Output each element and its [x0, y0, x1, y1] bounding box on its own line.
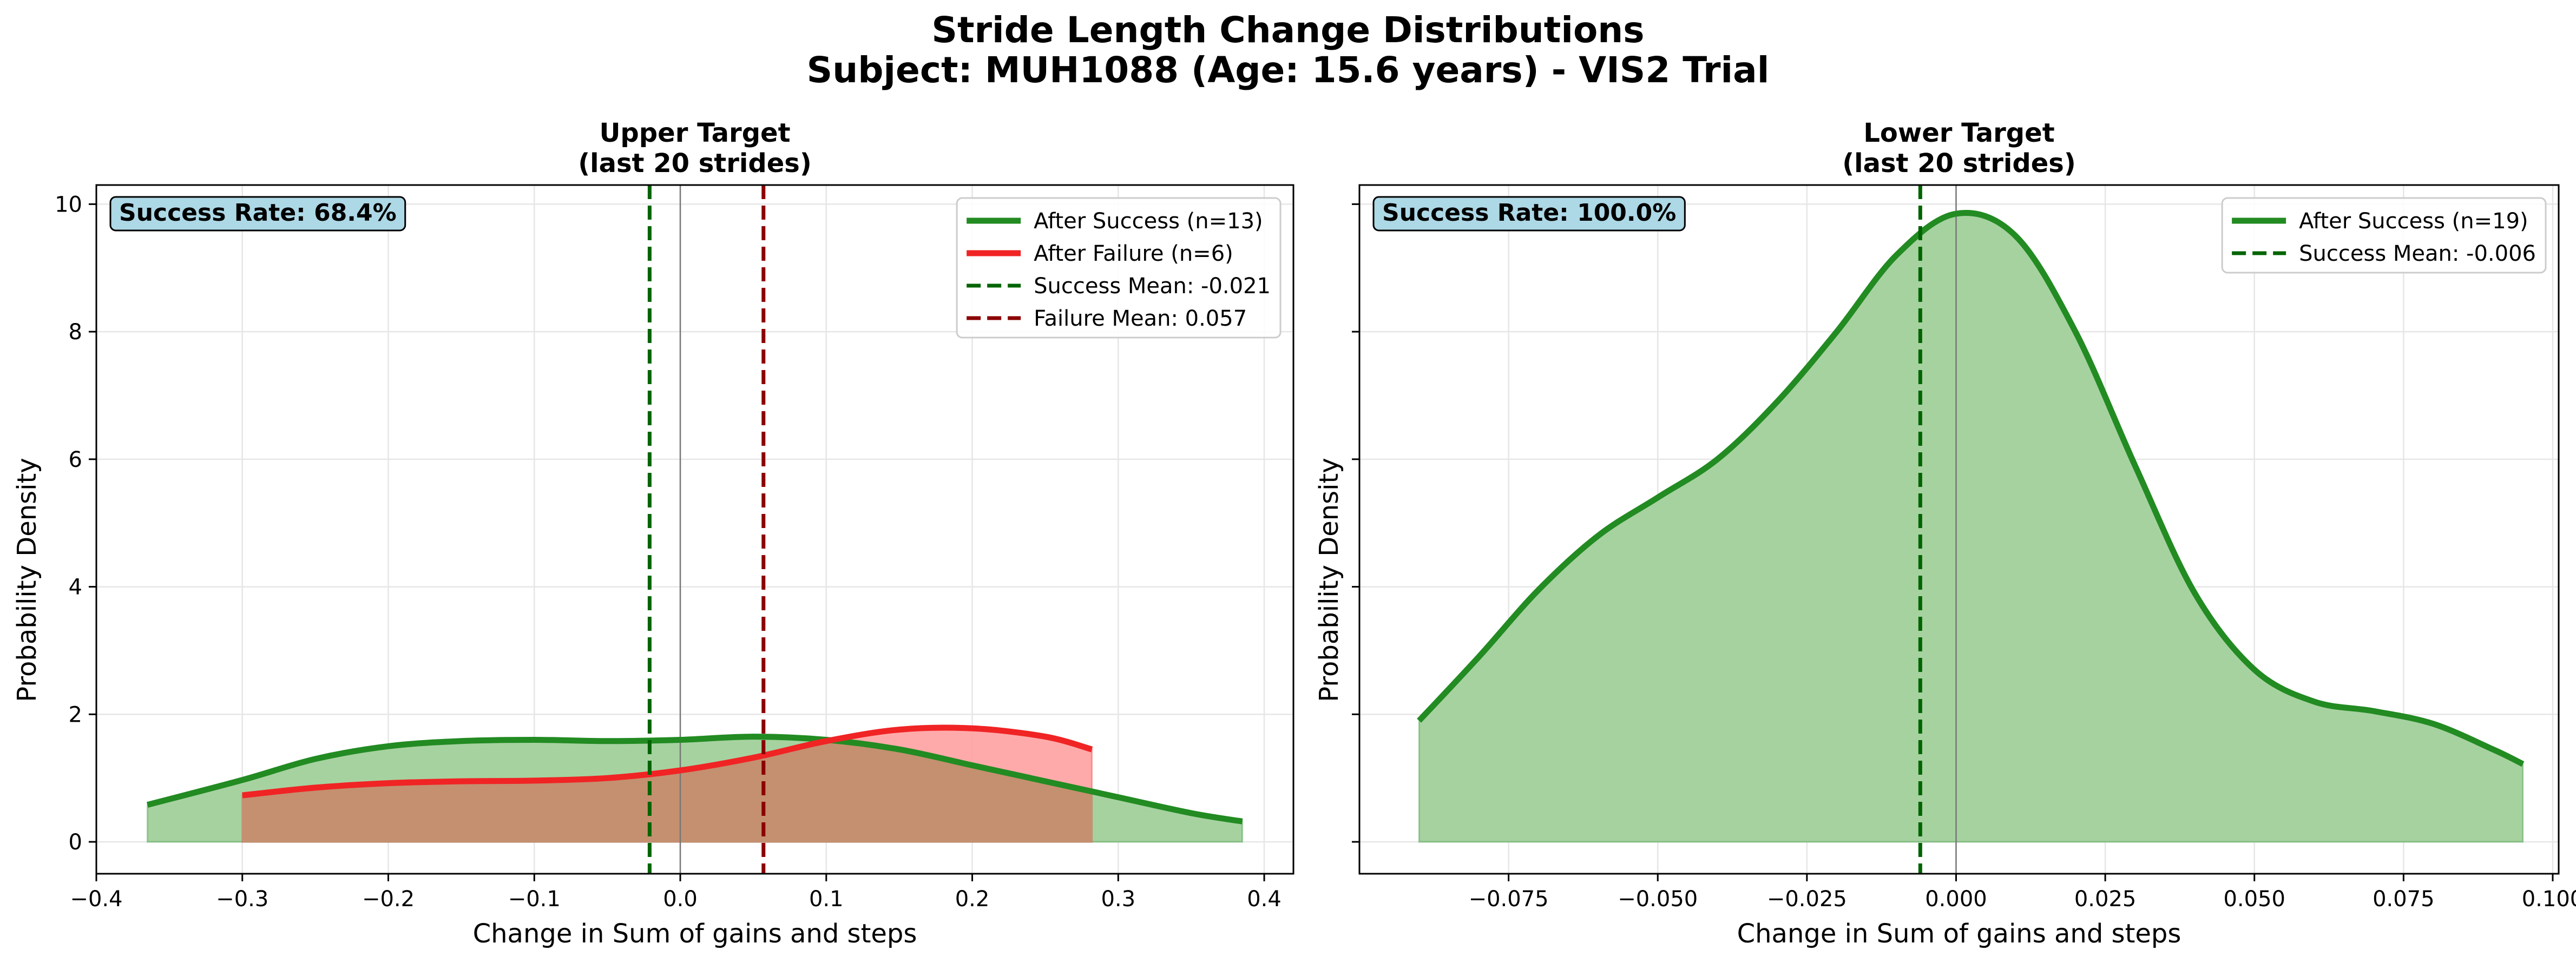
series-fill-0	[1418, 212, 2524, 843]
y-tick-label: 2	[69, 702, 82, 727]
axes-frame	[1358, 184, 2560, 875]
x-tick-label: −0.075	[1469, 887, 1549, 912]
y-tick-label: 4	[69, 575, 82, 600]
axes-frame	[95, 184, 1294, 875]
x-tick-label: −0.1	[508, 887, 561, 912]
success-rate-badge: Success Rate: 68.4%	[109, 196, 406, 232]
x-tick-label: 0.025	[2074, 887, 2137, 912]
x-tick-label: 0.1	[809, 887, 844, 912]
x-tick-label: 0.075	[2373, 887, 2435, 912]
success-rate-text: Success Rate: 68.4%	[119, 199, 397, 227]
x-tick-label: 0.4	[1247, 887, 1282, 912]
legend-entry-label: After Success (n=13)	[1034, 209, 1263, 234]
x-tick-label: −0.4	[70, 887, 122, 912]
panel-title-line2: (last 20 strides)	[1842, 148, 2076, 179]
legend-entry-label: After Failure (n=6)	[1034, 241, 1233, 266]
x-tick-label: 0.3	[1101, 887, 1135, 912]
x-axis-label: Change in Sum of gains and steps	[473, 919, 917, 949]
y-axis-label: Probability Density	[1314, 458, 1344, 702]
legend-entry-label: Success Mean: -0.006	[2299, 241, 2536, 266]
figure-title-line1: Stride Length Change Distributions	[931, 9, 1644, 51]
legend-entry-label: Failure Mean: 0.057	[1034, 306, 1247, 331]
x-tick-label: 0.000	[1925, 887, 1987, 912]
legend-entry-label: Success Mean: -0.021	[1034, 274, 1271, 299]
series-line-0	[1417, 209, 2525, 767]
lower-target-panel: Lower Target (last 20 strides) Change in…	[1314, 118, 2576, 949]
series-line-0	[146, 734, 1243, 825]
legend: After Success (n=13) After Failure (n=6) S…	[956, 197, 1282, 339]
x-tick-label: 0.0	[663, 887, 698, 912]
success-rate-badge: Success Rate: 100.0%	[1372, 196, 1686, 232]
x-tick-label: 0.050	[2223, 887, 2285, 912]
panel-title-line2: (last 20 strides)	[578, 148, 812, 179]
series-overlap-fill	[242, 741, 1092, 842]
success-rate-text: Success Rate: 100.0%	[1382, 199, 1676, 227]
y-tick-label: 6	[69, 447, 82, 472]
upper-target-panel: Upper Target (last 20 strides) Change in…	[12, 118, 1294, 949]
x-tick-label: −0.2	[362, 887, 415, 912]
y-tick-label: 8	[69, 320, 82, 345]
y-tick-label: 0	[69, 830, 82, 855]
y-axis-label: Probability Density	[12, 458, 42, 702]
x-tick-label: −0.050	[1618, 887, 1698, 912]
x-tick-label: −0.3	[216, 887, 268, 912]
x-axis-label: Change in Sum of gains and steps	[1737, 919, 2181, 949]
legend-entry-label: After Success (n=19)	[2299, 209, 2528, 234]
x-tick-label: 0.2	[955, 887, 990, 912]
panel-title-line1: Upper Target	[599, 118, 790, 148]
y-tick-label: 10	[55, 192, 82, 217]
series-line-1	[242, 724, 1093, 799]
legend: After Success (n=19) Success Mean: -0.006	[2221, 197, 2547, 274]
panel-title-line1: Lower Target	[1863, 118, 2054, 148]
figure-title-line2: Subject: MUH1088 (Age: 15.6 years) - VIS…	[807, 49, 1770, 91]
x-tick-label: 0.100	[2522, 887, 2576, 912]
x-tick-label: −0.025	[1767, 887, 1847, 912]
